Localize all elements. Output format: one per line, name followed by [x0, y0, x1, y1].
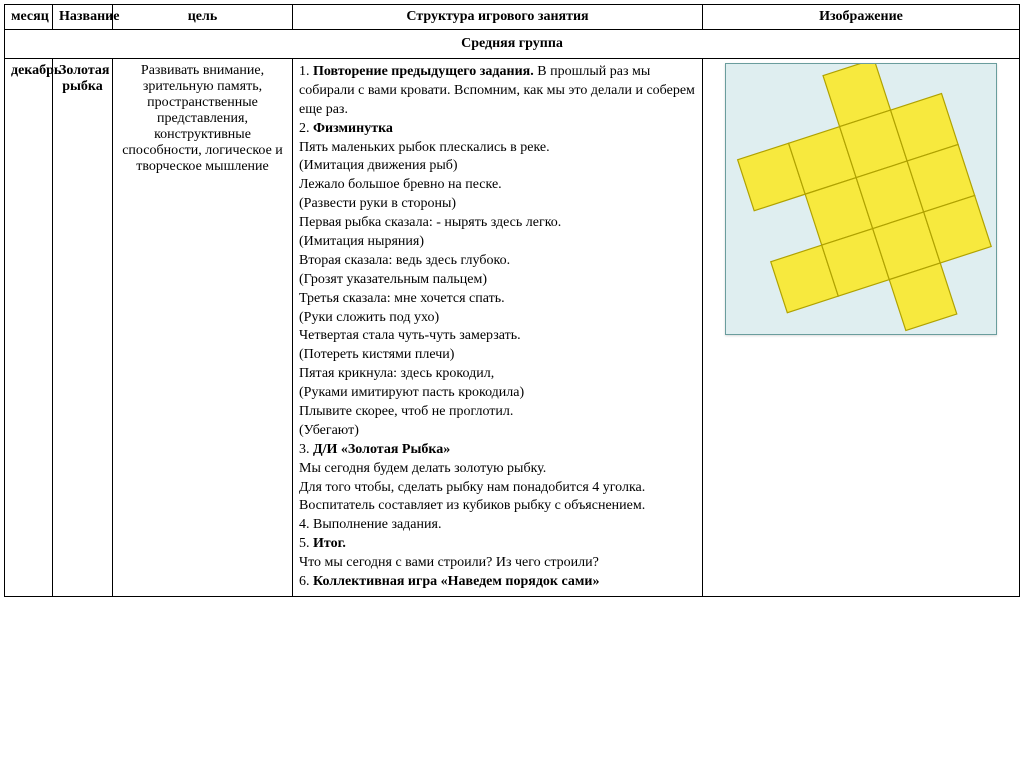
- struct-line: Пять маленьких рыбок плескались в реке.: [299, 140, 550, 155]
- structure-cell: 1. Повторение предыдущего задания. В про…: [293, 59, 703, 597]
- struct-line: Четвертая стала чуть-чуть замерзать.: [299, 328, 521, 343]
- struct-line: (Убегают): [299, 423, 359, 438]
- struct-line: Итог.: [313, 536, 346, 551]
- month-cell: декабрь: [5, 59, 53, 597]
- struct-line: 3.: [299, 442, 313, 457]
- name-cell: Золотая рыбка: [53, 59, 113, 597]
- struct-line: (Руки сложить под ухо): [299, 310, 439, 325]
- struct-line: 5.: [299, 536, 313, 551]
- struct-line: (Развести руки в стороны): [299, 196, 456, 211]
- col-goal: цель: [113, 5, 293, 30]
- goal-cell: Развивать внимание, зрительную память, п…: [113, 59, 293, 597]
- struct-line: (Имитация ныряния): [299, 234, 424, 249]
- struct-line: (Потереть кистями плечи): [299, 347, 454, 362]
- struct-line: 6.: [299, 574, 313, 589]
- struct-line: Мы сегодня будем делать золотую рыбку.: [299, 461, 546, 476]
- struct-line: Первая рыбка сказала: - нырять здесь лег…: [299, 215, 561, 230]
- struct-line: 1.: [299, 64, 313, 79]
- struct-line: Лежало большое бревно на песке.: [299, 177, 502, 192]
- lesson-row: декабрь Золотая рыбка Развивать внимание…: [5, 59, 1020, 597]
- col-month: месяц: [5, 5, 53, 30]
- struct-line: Что мы сегодня с вами строили? Из чего с…: [299, 555, 599, 570]
- group-row: Средняя группа: [5, 30, 1020, 59]
- table-header-row: месяц Название цель Структура игрового з…: [5, 5, 1020, 30]
- struct-line: Третья сказала: мне хочется спать.: [299, 291, 505, 306]
- col-structure: Структура игрового занятия: [293, 5, 703, 30]
- struct-line: Для того чтобы, сделать рыбку нам понадо…: [299, 480, 645, 514]
- struct-line: 2.: [299, 121, 313, 136]
- struct-line: (Имитация движения рыб): [299, 158, 458, 173]
- struct-line: Физминутка: [313, 121, 393, 136]
- group-label: Средняя группа: [5, 30, 1020, 59]
- col-image: Изображение: [703, 5, 1020, 30]
- struct-line: Повторение предыдущего задания.: [313, 64, 534, 79]
- fish-cubes-figure: [725, 63, 997, 335]
- struct-line: Вторая сказала: ведь здесь глубоко.: [299, 253, 510, 268]
- fish-cubes-svg: [726, 64, 996, 334]
- struct-line: (Руками имитируют пасть крокодила): [299, 385, 524, 400]
- lesson-plan-table: месяц Название цель Структура игрового з…: [4, 4, 1020, 597]
- struct-line: Д/И «Золотая Рыбка»: [313, 442, 450, 457]
- col-name: Название: [53, 5, 113, 30]
- struct-line: 4. Выполнение задания.: [299, 517, 441, 532]
- image-cell: [703, 59, 1020, 597]
- struct-line: Пятая крикнула: здесь крокодил,: [299, 366, 494, 381]
- struct-line: Плывите скорее, чтоб не проглотил.: [299, 404, 513, 419]
- struct-line: (Грозят указательным пальцем): [299, 272, 487, 287]
- struct-line: Коллективная игра «Наведем порядок сами»: [313, 574, 600, 589]
